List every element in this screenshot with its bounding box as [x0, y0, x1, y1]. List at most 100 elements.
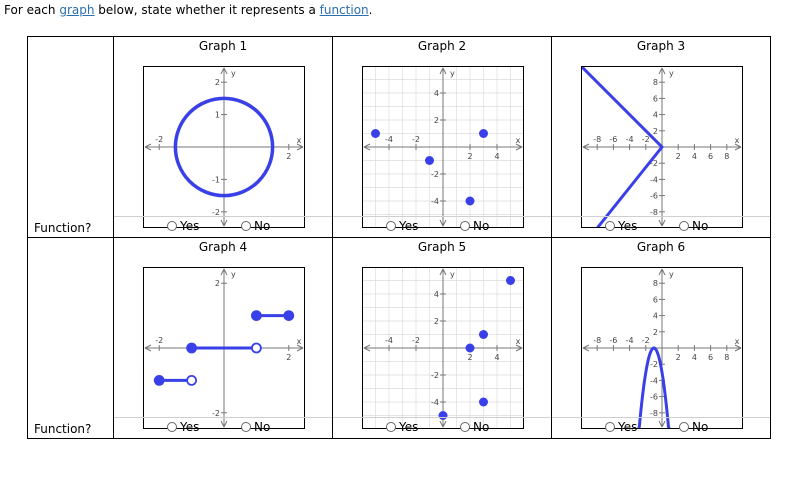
- x-axis-arrow: [363, 344, 371, 352]
- function-glossary-link[interactable]: function: [319, 3, 369, 17]
- graph-title: Graph 3: [636, 39, 686, 53]
- radio-button[interactable]: [605, 221, 615, 231]
- graph-5-plot: x y -4 -2 2 4 4 2 -2 -4: [362, 267, 524, 429]
- radio-button[interactable]: [460, 221, 470, 231]
- y-axis-label: y: [450, 270, 455, 279]
- scatter-point: [479, 397, 488, 407]
- scatter-point: [479, 129, 488, 138]
- y-axis-arrow: [658, 268, 666, 276]
- scatter-point: [438, 411, 448, 420]
- y-tick-label: 2: [215, 279, 220, 288]
- radio-button[interactable]: [241, 221, 251, 231]
- graph-cell-4: Graph 4 xy-2242-2-4 Yes No: [113, 237, 333, 439]
- x-tick-label: -6: [609, 135, 617, 144]
- radio-button[interactable]: [679, 422, 689, 432]
- radio-button[interactable]: [167, 221, 177, 231]
- x-axis-arrow: [515, 143, 523, 151]
- radio-button[interactable]: [241, 422, 251, 432]
- yes-option[interactable]: Yes: [605, 219, 637, 233]
- x-axis-arrow: [144, 143, 152, 151]
- x-axis-arrow: [734, 143, 742, 151]
- y-tick-label: 2: [434, 116, 439, 125]
- yes-label: Yes: [180, 219, 200, 233]
- no-option[interactable]: No: [460, 219, 489, 233]
- y-axis-label: y: [669, 69, 674, 78]
- yes-option[interactable]: Yes: [386, 219, 418, 233]
- closed-endpoint: [283, 310, 295, 321]
- x-axis-arrow: [296, 143, 304, 151]
- row-label: Function?: [27, 36, 114, 238]
- no-option[interactable]: No: [460, 420, 489, 434]
- graph-cell-6: Graph 6 x y -8 -6 -4 -2 2 4 6 8 8 6 4 2 -2 -4 -6 -8 Yes N…: [551, 237, 771, 439]
- y-tick-label: 2: [215, 78, 220, 87]
- x-tick-label: -2: [642, 336, 650, 345]
- graph-title: Graph 5: [417, 240, 467, 254]
- radio-button[interactable]: [386, 221, 396, 231]
- x-tick-label: -2: [412, 135, 420, 144]
- x-tick-label: -8: [593, 135, 601, 144]
- x-tick-label: -2: [642, 135, 650, 144]
- x-axis-arrow: [734, 344, 742, 352]
- graphs-table: Function? Graph 1 x y -2 2 2 1 -1 -2 Yes No Gra…: [27, 36, 771, 439]
- no-option[interactable]: No: [679, 420, 708, 434]
- yes-option[interactable]: Yes: [605, 420, 637, 434]
- yes-label: Yes: [399, 219, 419, 233]
- scatter-point: [479, 330, 488, 339]
- y-tick-label: -2: [650, 159, 658, 168]
- graph-title: Graph 4: [198, 240, 248, 254]
- graph-cell-5: Graph 5 x y -4 -2 2 4 4 2 -2 -4 Yes No: [332, 237, 552, 439]
- answer-options: Yes No: [552, 219, 770, 235]
- radio-button[interactable]: [167, 422, 177, 432]
- graph-cell-2: Graph 2 x y -4 -2 2 4 4 2 -2 -4 Yes No: [332, 36, 552, 238]
- x-tick-label: -2: [155, 336, 163, 345]
- radio-button[interactable]: [460, 422, 470, 432]
- y-axis-arrow: [658, 420, 666, 428]
- no-option[interactable]: No: [241, 420, 270, 434]
- graph-cell-3: Graph 3 x y -8 -6 -4 -2 2 4 6 8 8 6 4 2 -2 -4 -6 -8 Yes N…: [551, 36, 771, 238]
- yes-label: Yes: [618, 219, 638, 233]
- x-tick-label: 4: [692, 152, 697, 161]
- y-tick-label: -8: [650, 208, 658, 217]
- radio-button[interactable]: [605, 422, 615, 432]
- yes-label: Yes: [618, 420, 638, 434]
- closed-endpoint: [186, 342, 197, 354]
- graph-title: Graph 1: [198, 39, 248, 53]
- y-tick-label: -1: [212, 175, 220, 184]
- yes-option[interactable]: Yes: [167, 219, 199, 233]
- x-axis-arrow: [363, 143, 371, 151]
- x-tick-label: -2: [412, 336, 420, 345]
- x-tick-label: 2: [676, 152, 681, 161]
- circle-curve: [173, 96, 275, 198]
- x-axis-arrow: [582, 344, 590, 352]
- x-tick-label: -8: [593, 336, 601, 345]
- x-tick-label: 4: [494, 353, 499, 362]
- radio-button[interactable]: [386, 422, 396, 432]
- scatter-point: [506, 276, 515, 285]
- y-axis-arrow: [439, 67, 447, 75]
- y-tick-label: -4: [431, 197, 439, 206]
- graphs-row-1: Function? Graph 1 x y -2 2 2 1 -1 -2 Yes No Gra…: [27, 36, 771, 238]
- closed-endpoint: [251, 310, 262, 321]
- y-tick-label: -6: [650, 393, 658, 402]
- no-label: No: [254, 219, 271, 233]
- x-axis-arrow: [515, 344, 523, 352]
- no-option[interactable]: No: [241, 219, 270, 233]
- yes-option[interactable]: Yes: [167, 420, 199, 434]
- scatter-point: [465, 343, 475, 353]
- x-tick-label: 2: [286, 353, 291, 362]
- plot-frame: [143, 267, 305, 429]
- y-axis-label: y: [231, 69, 236, 78]
- graph-glossary-link[interactable]: graph: [59, 3, 95, 17]
- no-option[interactable]: No: [679, 219, 708, 233]
- y-axis-label: y: [669, 270, 674, 279]
- y-axis-arrow: [439, 268, 447, 276]
- plot-frame: [362, 66, 524, 228]
- y-tick-label: -6: [650, 192, 658, 201]
- x-tick-label: 2: [467, 353, 472, 362]
- y-axis-arrow: [658, 67, 666, 75]
- parabola-curve: [637, 346, 671, 429]
- radio-button[interactable]: [679, 221, 689, 231]
- yes-option[interactable]: Yes: [386, 420, 418, 434]
- y-axis-label: y: [450, 69, 455, 78]
